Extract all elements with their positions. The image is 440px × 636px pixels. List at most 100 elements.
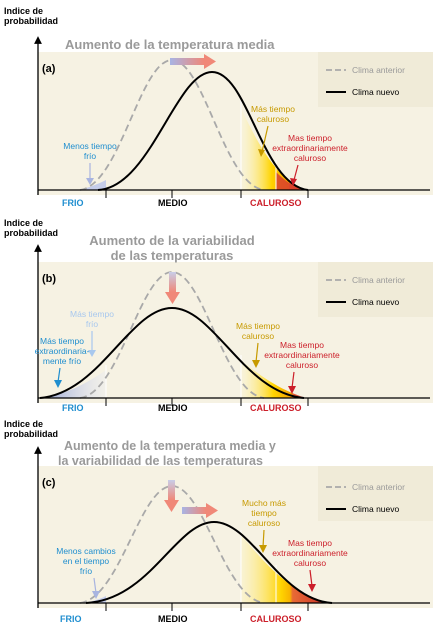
panel-b-extreme-arrow-head-icon	[288, 386, 296, 394]
panel-b-extreme-annotation-line2: extraordinariamente	[264, 350, 340, 360]
panel-b-new-climate-curve	[39, 306, 305, 399]
panel-a-cold-annotation-line1: Menos tiempo	[63, 141, 117, 151]
panel-b-hot-label: CALUROSO	[250, 403, 302, 413]
panel-c-extreme-arrow	[309, 569, 313, 587]
panel-b-extreme-arrow	[291, 371, 295, 389]
panel-b-hot-arrow-head-icon	[252, 360, 260, 368]
panel-b-cold-extreme-annotation-line2: extraordinaria-	[35, 346, 90, 356]
panel-a-hot-region	[241, 108, 302, 190]
panel-b-shift-arrow-bar	[169, 272, 176, 292]
panel-a-title: Aumento de la temperatura media	[65, 37, 275, 52]
panel-b-y-axis-label-line1: Indice de	[4, 218, 43, 228]
panel-b-cold-label: FRIO	[62, 403, 84, 413]
panel-a-new-climate-curve	[97, 70, 309, 191]
panel-c-extreme-arrow-head-icon	[308, 584, 316, 592]
y-axis-label-line2: probabilidad	[4, 16, 58, 26]
panel-c-extreme-annotation-line3: caluroso	[294, 558, 326, 568]
panel-c-right-arrow-bar	[182, 507, 206, 514]
panel-c-legend-new-label: Clima nuevo	[352, 504, 400, 514]
panel-c-hot-label: CALUROSO	[250, 614, 302, 624]
panel-b-title-line1: Aumento de la variabilidad	[89, 233, 254, 248]
panel-b-extreme-annotation-line1: Mas tiempo	[280, 340, 324, 350]
panel-a-legend-box	[318, 52, 433, 107]
panel-b-letter: (b)	[42, 273, 56, 285]
panel-a-cold-arrow-head-icon	[86, 178, 94, 185]
panel-c-title-line2: la variabilidad de las temperaturas	[58, 454, 263, 468]
panel-a-extreme-annotation-line2: extraordinariamente	[272, 143, 348, 153]
panel-a-cold-annotation-line2: frío	[84, 151, 97, 161]
panel-c-hot-annotation-line1: Mucho más	[242, 498, 286, 508]
panel-a-shift-arrow-bar	[170, 58, 204, 65]
panel-a-extreme-region	[276, 172, 302, 190]
y-axis-label-line1: Indice de	[4, 6, 43, 16]
panel-c-legend-old-label: Clima anterior	[352, 482, 405, 492]
panel-c-hot-arrow	[262, 529, 265, 548]
panel-b-hot-arrow	[255, 342, 259, 363]
panel-c-right-arrow-icon	[206, 503, 218, 518]
panel-b-cold-annotation-line2: frío	[86, 319, 99, 329]
panel-c-hot-annotation-line3: caluroso	[248, 518, 280, 528]
panel-b-legend-old-label: Clima anterior	[352, 275, 405, 285]
panel-a-hot-annotation-line2: caluroso	[257, 114, 289, 124]
panel-b-cold-extreme-arrow-head-icon	[54, 380, 62, 388]
panel-a-legend-new-label: Clima nuevo	[352, 87, 400, 97]
panel-c-extreme-annotation-line1: Mas tiempo	[288, 538, 332, 548]
panel-c-letter: (c)	[42, 477, 56, 489]
panel-a-cold-region	[80, 180, 106, 190]
panel-c-cold-annotation-line3: frío	[80, 566, 93, 576]
panel-b-hot-annotation-line1: Más tiempo	[236, 321, 280, 331]
panel-b-title-line2: de las temperaturas	[111, 248, 234, 263]
panel-c-cold-annotation-line2: en el tiempo	[63, 556, 110, 566]
panel-c-cold-arrow-head-icon	[92, 591, 100, 599]
panel-b-cold-extreme-arrow	[57, 367, 61, 383]
panel-c-cold-label: FRIO	[60, 614, 82, 624]
panel-b-cold-annotation-line1: Más tiempo	[70, 309, 114, 319]
panel-a-hot-label: CALUROSO	[250, 198, 302, 208]
panel-c: Indice de probabilidad Aumento de la tem…	[4, 419, 433, 624]
panel-c-extreme-annotation-line2: extraordinariamente	[272, 548, 348, 558]
panel-a-extreme-arrow	[293, 164, 299, 181]
panel-b-cold-extreme-annotation-line1: Más tiempo	[40, 336, 84, 346]
panel-a-hot-arrow	[261, 125, 269, 153]
panel-b-y-axis-label-line2: probabilidad	[4, 228, 58, 238]
panel-a-old-climate-curve	[79, 59, 265, 191]
panel-a: Indice de probabilidad Aumento de la tem…	[4, 6, 433, 208]
panel-b-extreme-annotation-line3: caluroso	[286, 360, 318, 370]
panel-c-cold-annotation-line1: Menos cambios	[56, 546, 116, 556]
panel-b-cold-region	[38, 370, 106, 398]
panel-b-cold-extreme-annotation-line3: mente frío	[43, 356, 82, 366]
panel-a-extreme-annotation-line3: caluroso	[294, 153, 326, 163]
panel-a-shift-arrow-icon	[204, 54, 216, 69]
panel-a-hot-arrow-head-icon	[258, 149, 265, 157]
panel-b-legend-box	[318, 262, 433, 317]
panel-c-title-line1: Aumento de la temperatura media y	[64, 439, 276, 453]
panel-c-y-axis-label-line1: Indice de	[4, 419, 43, 429]
panel-c-hot-arrow-head-icon	[259, 545, 267, 553]
panel-b-hot-annotation-line2: caluroso	[242, 331, 274, 341]
panel-c-down-arrow-icon	[164, 500, 179, 512]
panel-c-down-arrow-bar	[168, 480, 175, 500]
panel-a-mid-label: MEDIO	[158, 198, 188, 208]
panel-c-mid-label: MEDIO	[158, 614, 188, 624]
panel-c-hot-region	[241, 535, 330, 603]
panel-a-extreme-annotation-line1: Mas tiempo	[288, 133, 332, 143]
panel-b-hot-region	[241, 360, 306, 398]
panel-c-hot-annotation-line2: tiempo	[251, 508, 277, 518]
panel-a-legend-old-label: Clima anterior	[352, 65, 405, 75]
panel-a-letter: (a)	[42, 63, 56, 75]
panel-b-cold-arrow-head-icon	[88, 350, 96, 357]
panel-a-cold-label: FRIO	[62, 198, 84, 208]
panel-a-hot-annotation-line1: Más tiempo	[251, 104, 295, 114]
panel-b-shift-arrow-icon	[165, 292, 180, 304]
panel-c-y-axis-label-line2: probabilidad	[4, 429, 58, 439]
panel-a-extreme-arrow-head-icon	[290, 178, 297, 186]
panel-b-mid-label: MEDIO	[158, 403, 188, 413]
panel-c-old-climate-curve	[79, 485, 265, 604]
panel-b: Indice de probabilidad Aumento de la var…	[4, 218, 433, 413]
panel-c-cold-arrow	[93, 577, 97, 594]
panel-c-legend-box	[318, 466, 433, 521]
panel-b-old-climate-curve	[79, 271, 265, 399]
panel-c-new-climate-curve	[85, 520, 333, 604]
panel-b-legend-new-label: Clima nuevo	[352, 297, 400, 307]
